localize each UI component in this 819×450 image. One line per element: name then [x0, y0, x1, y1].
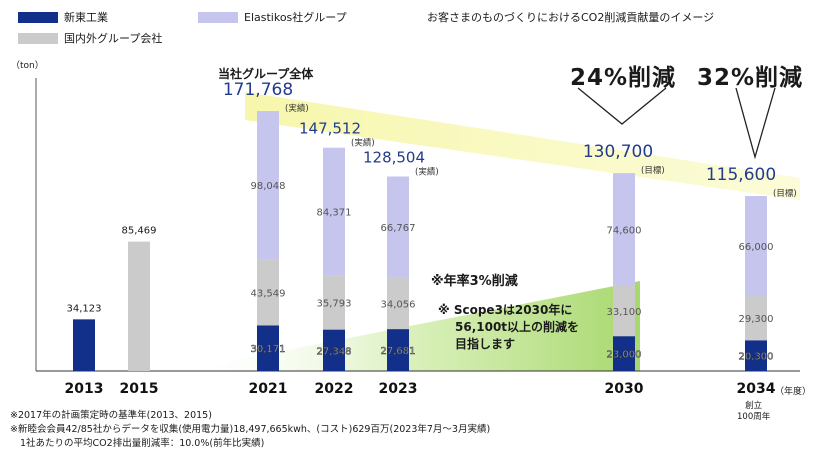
x-tick-label: 2021	[249, 381, 288, 397]
bar-segment	[323, 329, 345, 371]
bar-value-label: 30,171	[251, 344, 286, 355]
bar-segment	[745, 196, 767, 296]
legend-swatch	[18, 32, 58, 44]
bar-total-tag: (目標)	[773, 188, 797, 199]
bar-segment	[613, 286, 635, 337]
footnote: ※2017年の計画策定時の基準年(2013、2015)	[10, 410, 212, 421]
bar-total-label: 130,700	[583, 142, 653, 162]
footnote: 1社あたりの平均CO2排出量削減率：10.0%(前年比実績)	[20, 438, 265, 449]
reduction-2030-callout	[577, 87, 667, 125]
legend-swatch	[198, 11, 238, 23]
bar-value-label: 85,469	[122, 226, 157, 237]
bar-segment	[613, 173, 635, 287]
scope3-note-line: 56,100t以上の削減を	[455, 320, 580, 334]
x-axis-unit: （年度）	[775, 387, 812, 397]
x-tick-label: 2023	[379, 381, 418, 397]
bar-segment	[323, 147, 345, 276]
page-title: お客さまのものづくりにおけるCO2削減貢献量のイメージ	[427, 11, 715, 24]
bar-total-label: 147,512	[299, 120, 361, 138]
bar-total-label: 115,600	[706, 165, 776, 185]
legend-label: 国内外グループ会社	[64, 32, 163, 45]
bar-value-label: 20,300	[739, 352, 774, 363]
x-tick-label: 2030	[605, 381, 644, 397]
footnote: ※新睦会会員42/85社からデータを収集(使用電力量)18,497,665kwh…	[10, 424, 491, 435]
anniversary-line: 創立	[745, 401, 763, 411]
y-axis-unit: （ton）	[11, 61, 44, 71]
x-tick-label: 2022	[315, 381, 354, 397]
bar-total-tag: (実績)	[415, 166, 439, 177]
bar-segment	[323, 275, 345, 330]
bar-segment	[387, 277, 409, 330]
reduction-2034-callout	[735, 87, 776, 160]
reduction-2034-label: 32%削減	[697, 65, 804, 91]
x-tick-label: 2034	[737, 381, 776, 397]
legend-item-group: 国内外グループ会社	[18, 30, 162, 46]
bar-value-label: 23,000	[607, 350, 642, 361]
scope3-note-line: ※ Scope3は2030年に	[438, 303, 573, 317]
annual-rate-wedge	[180, 281, 640, 371]
bar-value-label: 29,300	[739, 314, 774, 325]
bar-total-tag: (実績)	[285, 103, 309, 114]
bar-value-label: 66,000	[739, 242, 774, 253]
bar-value-label: 34,123	[67, 303, 102, 314]
bar-segment	[387, 176, 409, 278]
bar-segment	[128, 241, 150, 371]
bar-segment	[73, 319, 95, 371]
bar-value-label: 34,056	[381, 299, 416, 310]
bar-total-label: 128,504	[363, 148, 425, 166]
legend-label: 新東工業	[64, 11, 108, 24]
anniversary-label: 創立 100周年	[737, 401, 770, 423]
bar-value-label: 33,100	[607, 307, 642, 318]
bar-value-label: 43,549	[251, 288, 286, 299]
bar-value-label: 35,793	[317, 299, 352, 310]
bar-total-tag: (実績)	[351, 138, 375, 149]
bar-segment	[387, 329, 409, 371]
bar-value-label: 27,348	[317, 346, 352, 357]
bar-total-tag: (目標)	[641, 165, 665, 176]
group-total-label: 当社グループ全体	[218, 67, 314, 81]
legend-swatch	[18, 11, 58, 23]
bar-segment	[257, 325, 279, 371]
bar-total-label: 171,768	[223, 80, 293, 100]
bar-segment	[745, 295, 767, 341]
bar-value-label: 27,681	[381, 346, 416, 357]
legend-label: Elastikos社グループ	[244, 11, 347, 24]
bar-segment	[257, 259, 279, 326]
legend-item-shinto: 新東工業	[18, 9, 108, 25]
bar-segment	[613, 336, 635, 371]
x-tick-label: 2015	[120, 381, 159, 397]
reduction-2030-label: 24%削減	[570, 65, 677, 91]
scope3-note-line: 目指します	[455, 337, 516, 351]
scope3-note: ※ Scope3は2030年に 56,100t以上の削減を 目指します	[438, 302, 579, 353]
x-tick-label: 2013	[65, 381, 104, 397]
legend-item-elastikos: Elastikos社グループ	[198, 9, 347, 25]
bar-value-label: 84,371	[317, 208, 352, 219]
anniversary-line: 100周年	[737, 412, 771, 422]
bar-value-label: 74,600	[607, 226, 642, 237]
bar-value-label: 66,767	[381, 223, 416, 234]
bar-value-label: 98,048	[251, 181, 286, 192]
annual-rate-note: ※年率3%削減	[431, 274, 518, 289]
bar-segment	[257, 111, 279, 260]
bar-segment	[745, 340, 767, 371]
reduction-trend-band	[245, 92, 800, 200]
